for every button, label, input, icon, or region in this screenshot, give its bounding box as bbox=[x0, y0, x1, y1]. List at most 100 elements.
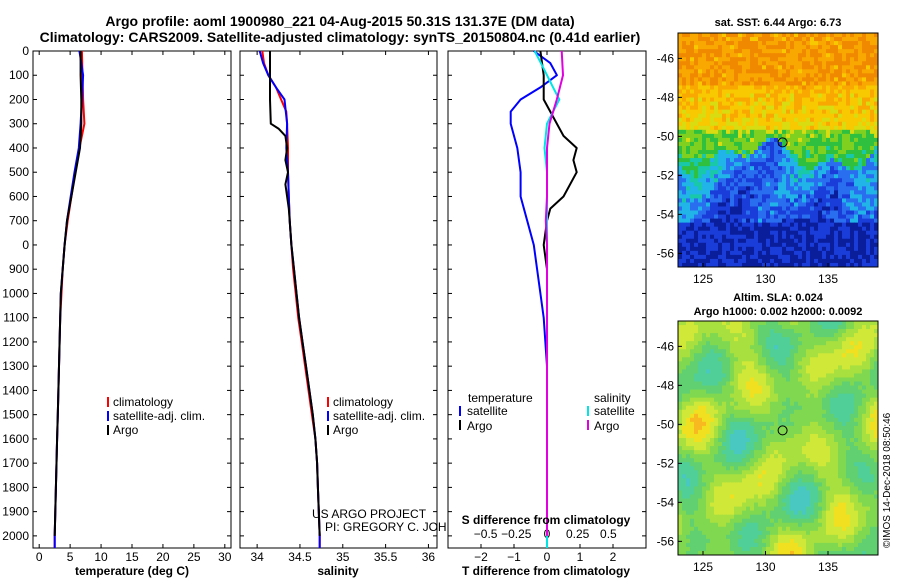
sst-cell bbox=[826, 214, 831, 219]
sla-cell bbox=[786, 369, 791, 374]
sst-cell bbox=[798, 226, 803, 232]
sst-cell bbox=[874, 250, 879, 256]
sla-cell bbox=[838, 329, 843, 334]
sst-cell bbox=[698, 258, 703, 264]
sst-cell bbox=[798, 61, 803, 66]
sst-cell bbox=[826, 166, 831, 171]
sla-cell bbox=[690, 325, 695, 330]
sla-cell bbox=[858, 409, 863, 415]
sst-cell bbox=[854, 174, 859, 179]
sst-cell bbox=[830, 218, 835, 224]
sst-cell bbox=[762, 246, 767, 252]
sla-cell bbox=[746, 425, 751, 431]
sst-cell bbox=[810, 133, 815, 139]
sla-cell bbox=[706, 454, 711, 459]
sst-cell bbox=[714, 198, 719, 203]
sla-cell bbox=[834, 413, 839, 419]
sla-cell bbox=[874, 333, 879, 338]
sst-cell bbox=[766, 61, 771, 66]
sla-cell bbox=[814, 365, 819, 370]
sst-cell bbox=[738, 61, 743, 66]
sst-cell bbox=[794, 194, 799, 199]
sla-cell bbox=[842, 462, 847, 467]
sla-cell bbox=[770, 446, 775, 451]
sst-cell bbox=[842, 45, 847, 50]
sst-cell bbox=[682, 202, 687, 207]
sst-cell bbox=[734, 246, 739, 252]
sst-cell bbox=[866, 37, 871, 42]
sst-cell bbox=[866, 117, 871, 123]
sst-cell bbox=[786, 85, 791, 90]
sst-cell bbox=[706, 129, 711, 135]
sla-cell bbox=[690, 462, 695, 467]
sla-cell bbox=[834, 389, 839, 395]
sst-cell bbox=[686, 186, 691, 191]
sst-cell bbox=[786, 73, 791, 78]
sst-cell bbox=[874, 133, 879, 139]
sst-cell bbox=[758, 141, 763, 147]
sla-cell bbox=[770, 405, 775, 411]
sst-cell bbox=[862, 57, 867, 62]
sst-cell bbox=[818, 198, 823, 203]
sst-cell bbox=[778, 37, 783, 42]
sst-cell bbox=[806, 37, 811, 42]
sla-cell bbox=[682, 365, 687, 370]
sla-cell bbox=[782, 454, 787, 459]
sla-cell bbox=[742, 421, 747, 427]
sst-cell bbox=[698, 194, 703, 199]
sst-cell bbox=[710, 170, 715, 175]
sst-cell bbox=[834, 45, 839, 50]
sst-cell bbox=[746, 258, 751, 264]
sla-cell bbox=[782, 357, 787, 362]
sst-cell bbox=[774, 97, 779, 102]
sst-cell bbox=[786, 158, 791, 163]
sst-cell bbox=[834, 125, 839, 131]
sla-cell bbox=[790, 442, 795, 447]
sst-cell bbox=[778, 125, 783, 131]
sla-cell bbox=[742, 433, 747, 439]
sla-cell bbox=[814, 377, 819, 382]
sla-cell bbox=[790, 325, 795, 330]
sst-cell bbox=[830, 254, 835, 260]
sst-cell bbox=[814, 230, 819, 236]
sla-cell bbox=[686, 333, 691, 338]
sla-cell bbox=[710, 466, 715, 471]
sst-cell bbox=[850, 258, 855, 264]
sst-cell bbox=[846, 137, 851, 143]
sla-cell bbox=[806, 458, 811, 463]
sla-cell bbox=[754, 369, 759, 374]
sla-cell bbox=[834, 365, 839, 370]
sst-cell bbox=[678, 141, 683, 147]
sst-cell bbox=[790, 73, 795, 78]
sla-cell bbox=[774, 405, 779, 411]
sst-cell bbox=[846, 234, 851, 240]
sla-cell bbox=[714, 429, 719, 435]
sst-cell bbox=[826, 101, 831, 107]
sst-cell bbox=[742, 109, 747, 115]
sst-cell bbox=[758, 45, 763, 50]
sst-cell bbox=[822, 145, 827, 151]
lat-tick-label: -56 bbox=[657, 246, 675, 260]
sst-cell bbox=[866, 101, 871, 107]
sst-cell bbox=[814, 170, 819, 175]
sla-cell bbox=[682, 413, 687, 419]
sla-cell bbox=[830, 413, 835, 419]
sla-cell bbox=[742, 337, 747, 342]
sla-cell bbox=[794, 373, 799, 378]
sst-cell bbox=[866, 182, 871, 187]
sst-cell bbox=[830, 117, 835, 123]
sla-cell bbox=[702, 462, 707, 467]
sst-cell bbox=[682, 81, 687, 86]
sla-cell bbox=[686, 361, 691, 366]
sst-cell bbox=[750, 145, 755, 151]
sla-cell bbox=[766, 337, 771, 342]
sla-cell bbox=[798, 365, 803, 370]
sla-cell bbox=[738, 450, 743, 455]
sst-cell bbox=[694, 154, 699, 159]
sst-cell bbox=[862, 246, 867, 252]
sla-cell bbox=[814, 345, 819, 350]
sst-cell bbox=[690, 198, 695, 203]
sst-cell bbox=[694, 254, 699, 260]
sst-cell bbox=[750, 150, 755, 155]
sst-cell bbox=[858, 170, 863, 175]
